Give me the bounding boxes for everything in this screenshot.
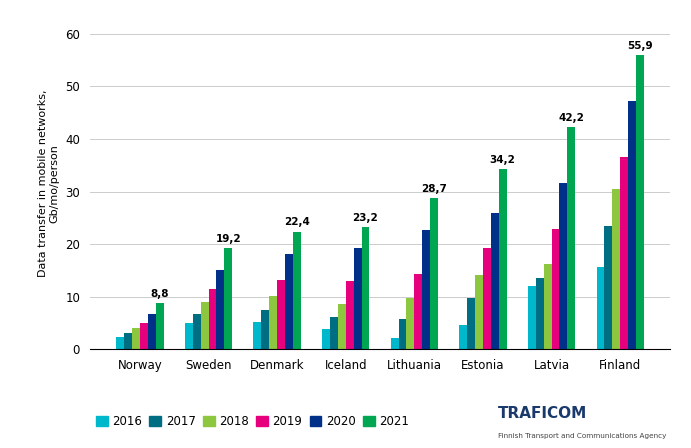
- Text: 42,2: 42,2: [558, 113, 585, 123]
- Bar: [346, 280, 354, 349]
- Bar: [628, 101, 636, 349]
- Bar: [361, 227, 370, 349]
- Y-axis label: Data transfer in mobile networks,
Gb/mo/person: Data transfer in mobile networks, Gb/mo/…: [38, 90, 59, 277]
- Bar: [209, 289, 216, 349]
- Bar: [430, 198, 438, 349]
- Bar: [124, 333, 132, 349]
- Bar: [184, 323, 193, 349]
- Text: Finnish Transport and Communications Agency: Finnish Transport and Communications Age…: [498, 433, 666, 439]
- Bar: [116, 337, 124, 349]
- Text: 28,7: 28,7: [421, 184, 447, 194]
- Bar: [354, 248, 361, 349]
- Bar: [475, 275, 483, 349]
- Bar: [528, 286, 536, 349]
- Text: 19,2: 19,2: [216, 234, 241, 244]
- Bar: [254, 322, 261, 349]
- Text: 22,4: 22,4: [284, 217, 310, 227]
- Bar: [536, 278, 544, 349]
- Bar: [200, 302, 209, 349]
- Bar: [467, 298, 475, 349]
- Text: 34,2: 34,2: [490, 155, 515, 165]
- Bar: [132, 328, 140, 349]
- Bar: [155, 303, 164, 349]
- Bar: [483, 248, 491, 349]
- Bar: [605, 226, 612, 349]
- Bar: [567, 127, 576, 349]
- Bar: [293, 232, 301, 349]
- Bar: [422, 230, 430, 349]
- Bar: [322, 329, 330, 349]
- Text: 8,8: 8,8: [151, 289, 169, 299]
- Bar: [261, 310, 269, 349]
- Bar: [269, 296, 277, 349]
- Text: 55,9: 55,9: [627, 41, 653, 51]
- Bar: [399, 319, 406, 349]
- Bar: [491, 213, 499, 349]
- Bar: [285, 254, 293, 349]
- Bar: [330, 317, 338, 349]
- Bar: [612, 189, 621, 349]
- Bar: [499, 169, 507, 349]
- Bar: [338, 304, 346, 349]
- Bar: [596, 267, 605, 349]
- Bar: [406, 298, 415, 349]
- Bar: [551, 229, 560, 349]
- Bar: [621, 157, 628, 349]
- Bar: [277, 280, 285, 349]
- Bar: [460, 325, 467, 349]
- Bar: [390, 338, 399, 349]
- Bar: [636, 55, 644, 349]
- Bar: [140, 323, 148, 349]
- Bar: [560, 183, 567, 349]
- Bar: [193, 314, 200, 349]
- Bar: [148, 314, 155, 349]
- Text: 23,2: 23,2: [352, 213, 379, 223]
- Bar: [225, 248, 232, 349]
- Text: TRAFICOM: TRAFICOM: [498, 406, 587, 421]
- Bar: [415, 274, 422, 349]
- Legend: 2016, 2017, 2018, 2019, 2020, 2021: 2016, 2017, 2018, 2019, 2020, 2021: [96, 415, 409, 428]
- Bar: [216, 270, 225, 349]
- Bar: [544, 264, 551, 349]
